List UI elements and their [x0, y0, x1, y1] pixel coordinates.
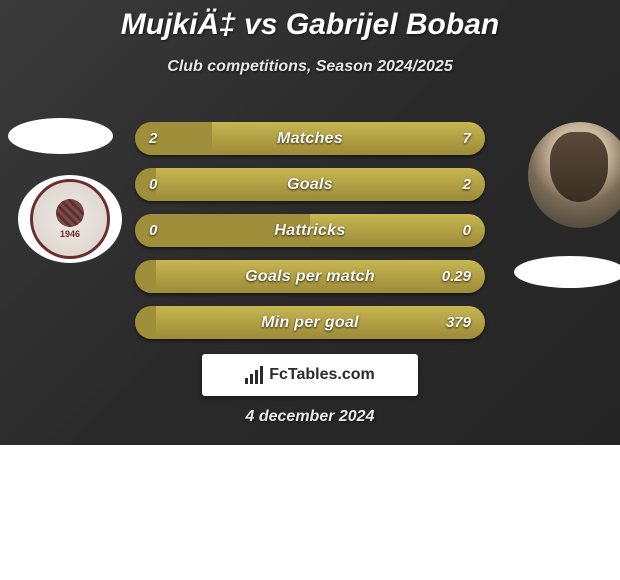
bar-chart-icon	[245, 366, 263, 384]
stat-bar-left-value: 0	[149, 214, 157, 247]
blank-region	[0, 445, 620, 580]
stat-bar: Matches2 7	[135, 122, 485, 155]
stat-bar-right-value: 379	[446, 306, 471, 339]
player-right-avatar	[528, 122, 620, 228]
stat-bar: Goals per match0.29	[135, 260, 485, 293]
branding-text: FcTables.com	[269, 366, 375, 384]
stat-bar: Hattricks0 0	[135, 214, 485, 247]
ball-icon	[56, 199, 84, 227]
page-title: MujkiÄ‡ vs Gabrijel Boban	[0, 0, 620, 42]
stat-bar-right-value: 0	[463, 214, 471, 247]
stat-bar-label: Matches	[135, 122, 485, 155]
stat-bar-label: Hattricks	[135, 214, 485, 247]
stat-bar: Goals0 2	[135, 168, 485, 201]
player-left-placeholder-ellipse	[8, 118, 113, 154]
stat-bar-right-value: 2	[463, 168, 471, 201]
club-badge-year: 1946	[60, 229, 80, 239]
date-label: 4 december 2024	[0, 408, 620, 426]
player-right-placeholder-ellipse	[514, 256, 620, 288]
club-badge-icon: 1946	[30, 179, 110, 259]
stat-bar-right-value: 0.29	[442, 260, 471, 293]
stat-bar-left-value: 2	[149, 122, 157, 155]
stat-bar-left-value: 0	[149, 168, 157, 201]
stat-bar: Min per goal379	[135, 306, 485, 339]
player-left-club-badge: 1946	[18, 175, 122, 263]
stat-bar-label: Min per goal	[135, 306, 485, 339]
stat-bars: Matches27Goals02Hattricks00Goals per mat…	[135, 122, 485, 352]
branding-badge[interactable]: FcTables.com	[202, 354, 418, 396]
stat-bar-label: Goals per match	[135, 260, 485, 293]
subtitle: Club competitions, Season 2024/2025	[0, 58, 620, 76]
comparison-card: MujkiÄ‡ vs Gabrijel Boban Club competiti…	[0, 0, 620, 445]
stat-bar-label: Goals	[135, 168, 485, 201]
stat-bar-right-value: 7	[463, 122, 471, 155]
